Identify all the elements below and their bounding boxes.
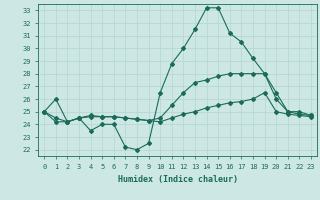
X-axis label: Humidex (Indice chaleur): Humidex (Indice chaleur) xyxy=(118,175,238,184)
